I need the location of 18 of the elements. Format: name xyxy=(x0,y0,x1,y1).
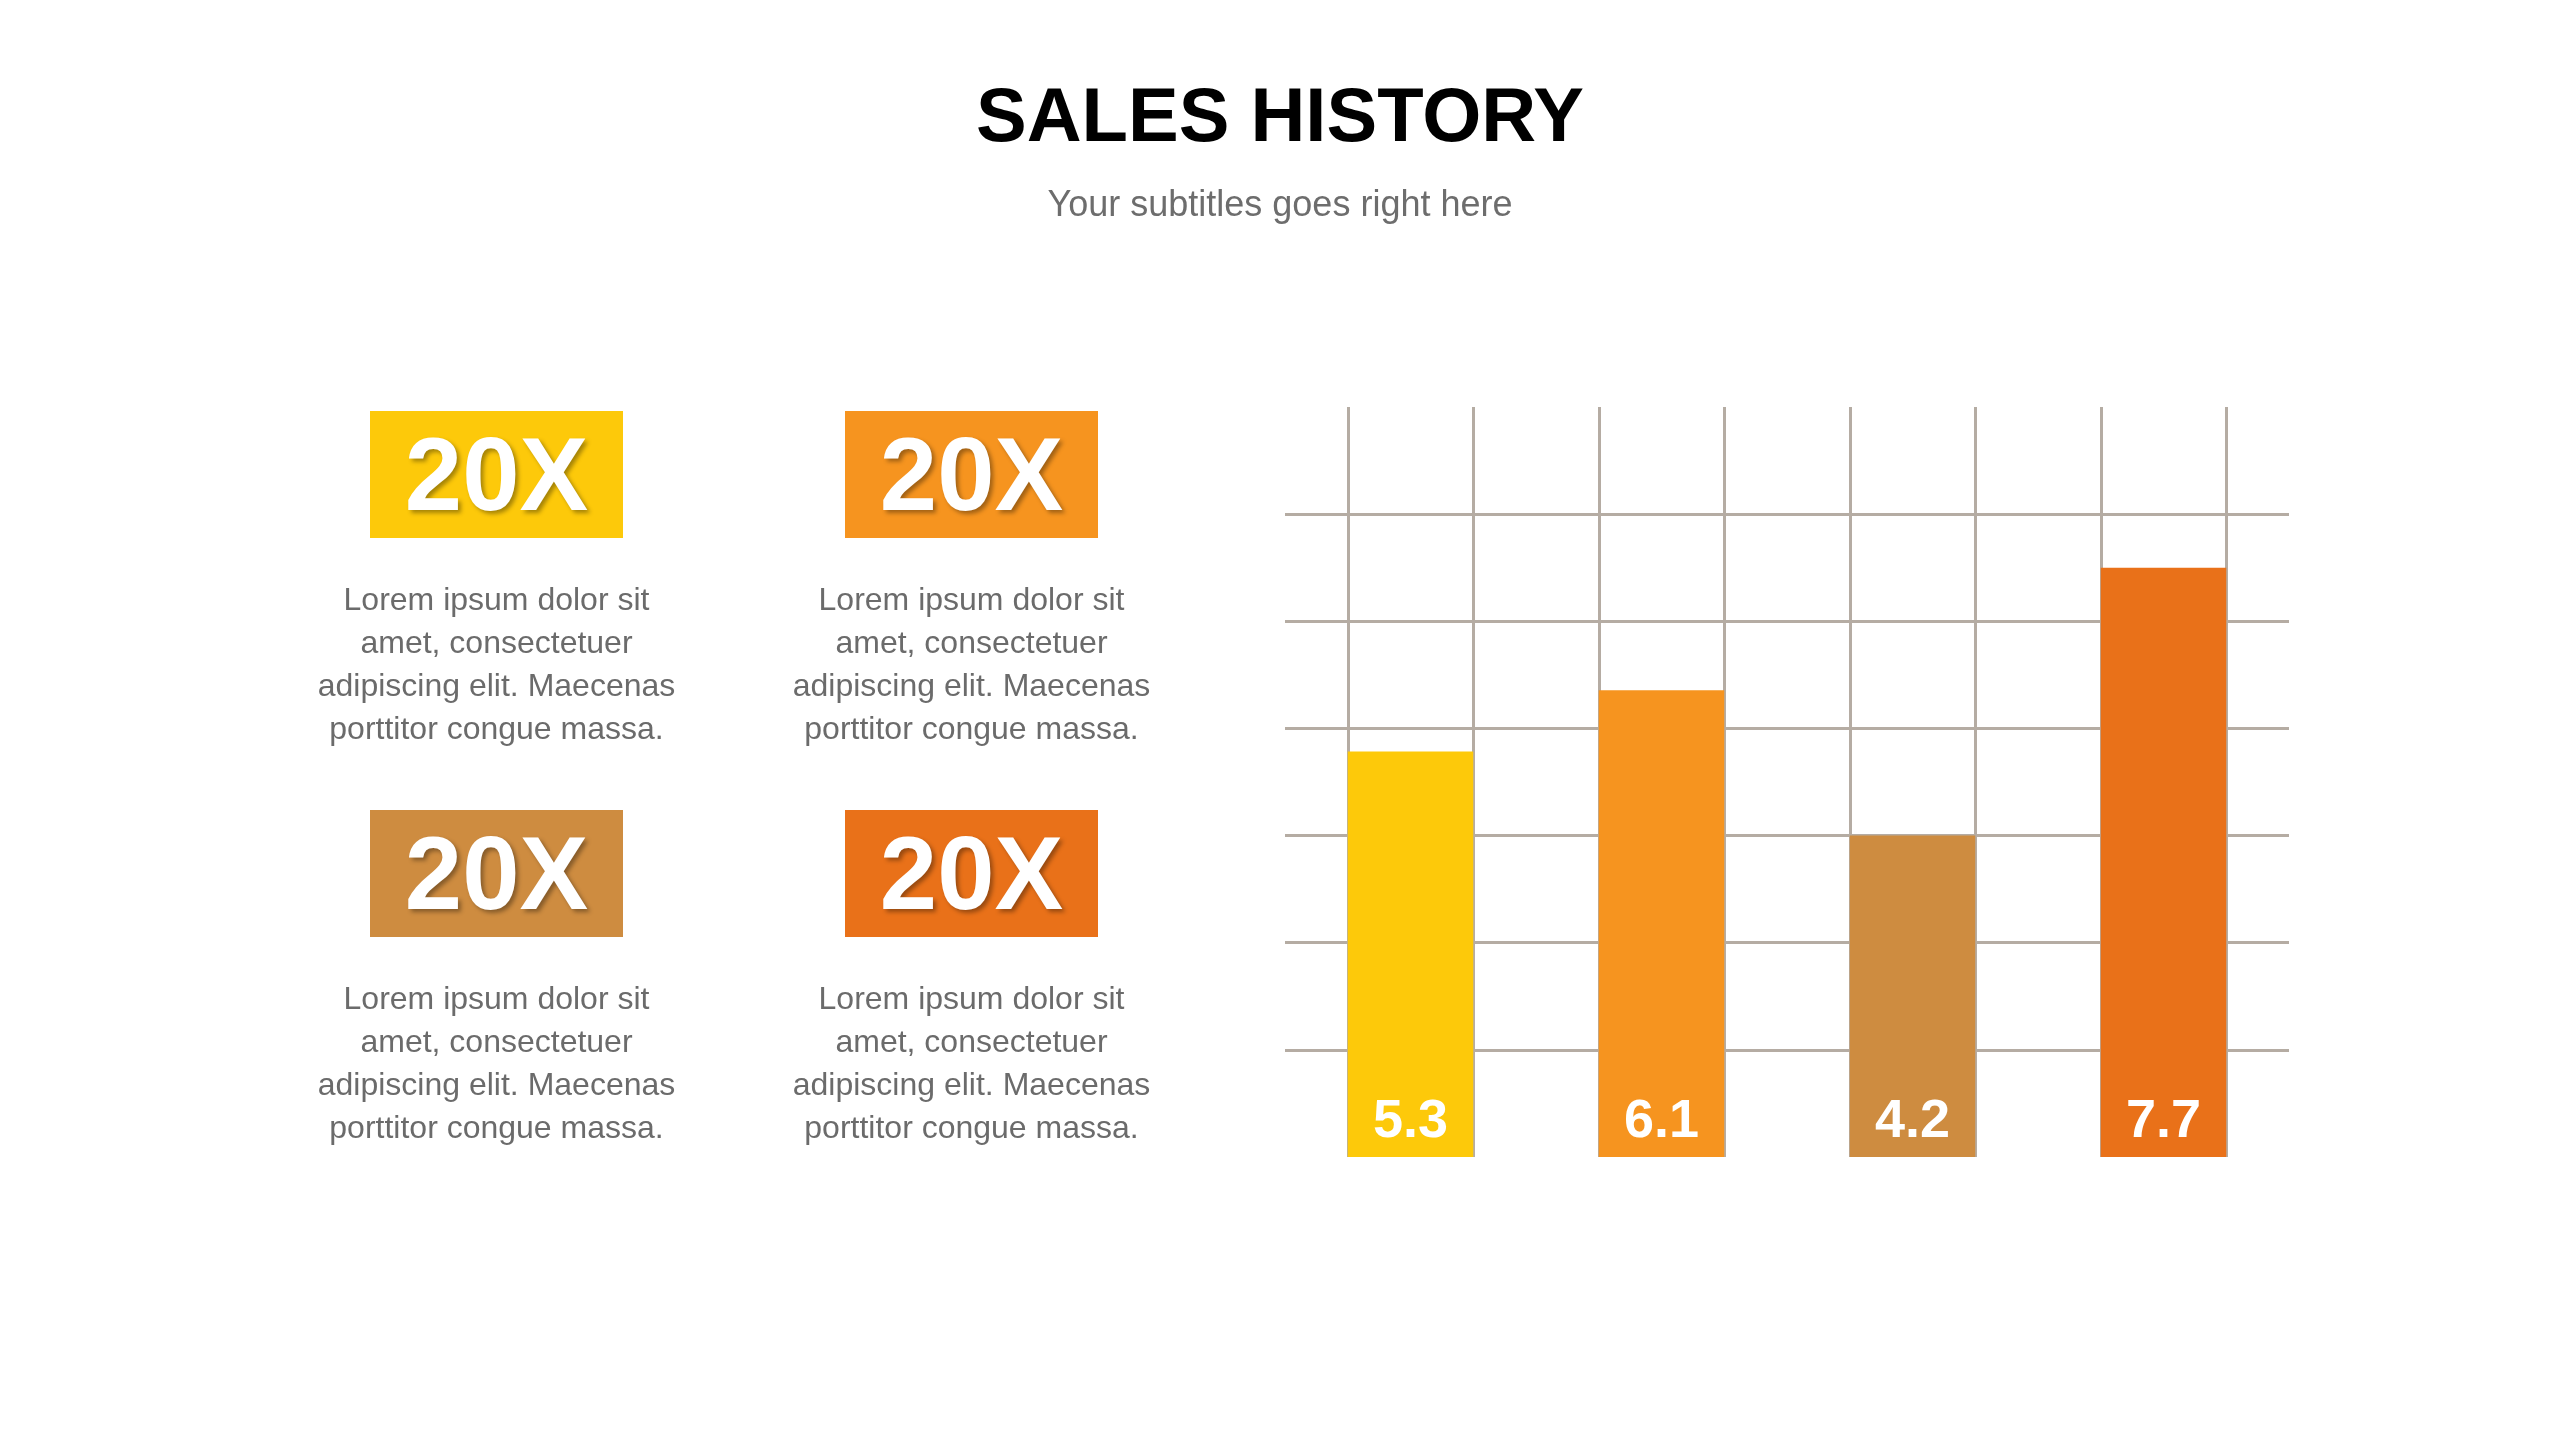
data-label: 4.2 xyxy=(1874,1088,1951,1148)
bar xyxy=(1849,835,1976,1157)
data-label: 6.1 xyxy=(1623,1088,1700,1148)
badge: 20X xyxy=(845,810,1098,937)
badge: 20X xyxy=(370,411,623,538)
text: Lorem ipsum dolor sit amet, consectetuer adipiscing elit. Maecenas porttitor congue massa. xyxy=(316,979,677,1147)
bar xyxy=(1598,690,1725,1157)
data-label: 7.7 xyxy=(2125,1088,2202,1148)
data-label: 5.3 xyxy=(1372,1088,1449,1148)
bar xyxy=(2100,567,2227,1157)
text: Lorem ipsum dolor sit amet, consectetuer adipiscing elit. Maecenas porttitor congue massa. xyxy=(316,580,677,748)
badge: 20X xyxy=(370,810,623,937)
chart-title: SALES HISTORY xyxy=(975,71,1585,157)
bar xyxy=(1347,751,1474,1157)
chart-subtitle: Your subtitles goes right here xyxy=(1047,182,1513,224)
text: Lorem ipsum dolor sit amet, consectetuer adipiscing elit. Maecenas porttitor congue massa. xyxy=(791,580,1152,748)
badge: 20X xyxy=(845,411,1098,538)
text: Lorem ipsum dolor sit amet, consectetuer adipiscing elit. Maecenas porttitor congue massa. xyxy=(791,979,1152,1147)
